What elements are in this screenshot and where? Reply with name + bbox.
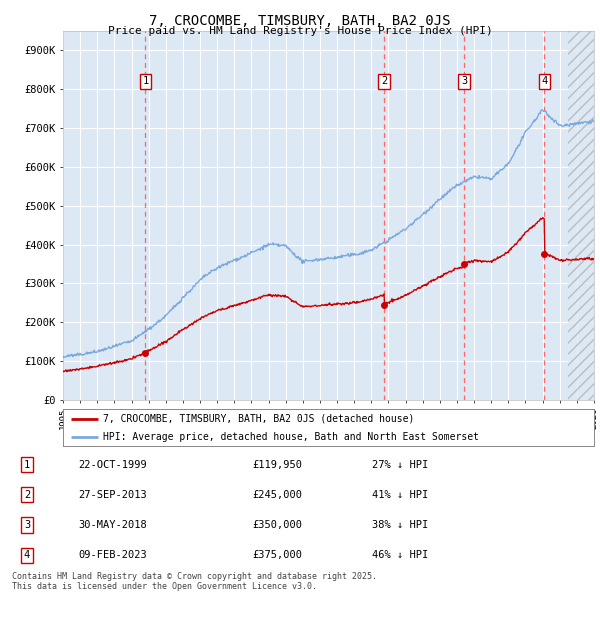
Text: 7, CROCOMBE, TIMSBURY, BATH, BA2 0JS (detached house): 7, CROCOMBE, TIMSBURY, BATH, BA2 0JS (de…: [103, 414, 414, 423]
Text: 27-SEP-2013: 27-SEP-2013: [78, 490, 147, 500]
Text: Contains HM Land Registry data © Crown copyright and database right 2025.
This d: Contains HM Land Registry data © Crown c…: [12, 572, 377, 591]
Text: 09-FEB-2023: 09-FEB-2023: [78, 551, 147, 560]
Bar: [568, 31, 594, 400]
Text: 4: 4: [541, 76, 548, 86]
Bar: [568, 31, 594, 400]
Text: 7, CROCOMBE, TIMSBURY, BATH, BA2 0JS: 7, CROCOMBE, TIMSBURY, BATH, BA2 0JS: [149, 14, 451, 28]
Text: 46% ↓ HPI: 46% ↓ HPI: [372, 551, 428, 560]
Text: 38% ↓ HPI: 38% ↓ HPI: [372, 520, 428, 530]
Text: 3: 3: [461, 76, 467, 86]
Text: 30-MAY-2018: 30-MAY-2018: [78, 520, 147, 530]
Text: 22-OCT-1999: 22-OCT-1999: [78, 459, 147, 469]
Text: 27% ↓ HPI: 27% ↓ HPI: [372, 459, 428, 469]
Text: £350,000: £350,000: [252, 520, 302, 530]
Text: 1: 1: [142, 76, 149, 86]
Text: 2: 2: [381, 76, 387, 86]
Text: 3: 3: [24, 520, 30, 530]
Text: 2: 2: [24, 490, 30, 500]
Text: HPI: Average price, detached house, Bath and North East Somerset: HPI: Average price, detached house, Bath…: [103, 432, 479, 442]
Text: 4: 4: [24, 551, 30, 560]
Text: £245,000: £245,000: [252, 490, 302, 500]
Text: Price paid vs. HM Land Registry's House Price Index (HPI): Price paid vs. HM Land Registry's House …: [107, 26, 493, 36]
Text: £119,950: £119,950: [252, 459, 302, 469]
Text: 41% ↓ HPI: 41% ↓ HPI: [372, 490, 428, 500]
Text: £375,000: £375,000: [252, 551, 302, 560]
Text: 1: 1: [24, 459, 30, 469]
